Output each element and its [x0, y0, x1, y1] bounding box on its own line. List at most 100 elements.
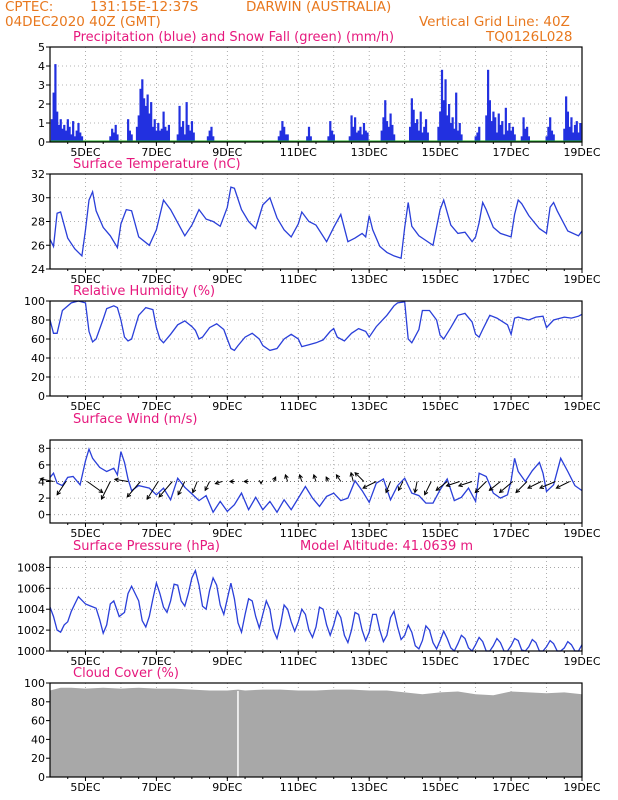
x-tick-label: 9DEC: [212, 146, 242, 159]
wind-arrowhead: [385, 488, 390, 494]
precip-bar: [522, 117, 525, 142]
wind-arrowhead: [258, 479, 264, 485]
x-tick-label: 15DEC: [422, 527, 459, 540]
precip-bar: [444, 79, 447, 142]
wind-arrowhead: [39, 477, 45, 482]
wind-arrow: [336, 474, 342, 482]
wind-arrow: [40, 478, 54, 482]
precip-bar: [495, 132, 499, 142]
wind-arrowhead: [397, 486, 403, 492]
wind-arrow: [458, 481, 473, 487]
panel-annotation: Model Altitude: 41.0639 m: [300, 539, 473, 554]
precip-bar: [167, 124, 171, 142]
panel-frame: [49, 556, 583, 652]
precip-bar: [112, 132, 116, 142]
x-tick-label: 17DEC: [493, 146, 530, 159]
precip-bar: [52, 92, 55, 142]
precip-bar: [547, 126, 550, 142]
y-tick-label: 0: [38, 390, 45, 403]
wind-arrowhead: [243, 479, 248, 484]
y-tick-label: 28: [31, 216, 45, 229]
wind-arrow: [177, 481, 186, 495]
x-tick-label: 7DEC: [141, 527, 171, 540]
panel-1: [46, 173, 583, 273]
wind-arrowhead: [325, 476, 330, 482]
precip-bar: [146, 94, 149, 142]
precip-bar: [474, 136, 477, 142]
wind-arrowhead: [362, 484, 368, 489]
wind-arrowhead: [435, 486, 441, 491]
series-line: [49, 300, 583, 352]
precip-bar: [153, 119, 156, 142]
precip-bar: [63, 124, 66, 142]
x-tick-label: 17DEC: [493, 400, 530, 413]
x-tick-label: 5DEC: [70, 400, 100, 413]
precip-bar: [208, 130, 211, 142]
series-line: [49, 568, 583, 653]
header-run-time: 04DEC2020 40Z (GMT): [5, 14, 161, 30]
precip-bar: [414, 123, 417, 142]
precip-bar: [277, 136, 280, 142]
x-tick-label: 7DEC: [141, 273, 171, 286]
y-tick-label: 2: [38, 98, 45, 111]
precip-bar: [190, 121, 194, 142]
precip-bar: [283, 126, 286, 142]
y-tick-label: 1000: [17, 645, 45, 658]
panel-4: [46, 556, 583, 655]
y-tick-label: 1: [38, 117, 45, 130]
wind-arrowhead: [413, 488, 418, 494]
precip-bar: [178, 105, 181, 142]
precip-bar: [182, 121, 185, 142]
precip-bar: [456, 130, 460, 142]
precip-bar: [524, 128, 527, 142]
wind-arrowhead: [312, 473, 318, 479]
y-tick-label: 30: [31, 192, 45, 205]
precip-bar: [139, 88, 142, 142]
wind-arrowhead: [100, 495, 106, 501]
precip-bar: [176, 134, 179, 142]
wind-arrow: [385, 481, 391, 493]
y-tick-label: 1008: [17, 561, 45, 574]
y-tick-label: 4: [38, 476, 45, 489]
wind-arrow: [350, 472, 354, 482]
precip-bar: [350, 115, 353, 142]
x-tick-label: 11DEC: [280, 273, 317, 286]
precip-bar: [361, 134, 364, 142]
precip-bar: [393, 134, 396, 142]
wind-arrow: [362, 481, 377, 489]
precip-bar: [137, 115, 140, 142]
precip-bar: [180, 126, 183, 142]
header-location: DARWIN (AUSTRALIA): [246, 0, 392, 15]
wind-arrowhead: [354, 471, 360, 477]
cloud-cover-area: [50, 687, 582, 777]
wind-arrow: [158, 481, 173, 498]
y-tick-label: 2: [38, 492, 45, 505]
x-tick-label: 11DEC: [280, 781, 317, 794]
precip-bar: [391, 124, 394, 142]
precip-bar: [570, 117, 573, 142]
x-tick-label: 5DEC: [70, 781, 100, 794]
precip-bar: [61, 128, 64, 142]
precip-bar: [506, 130, 509, 142]
precip-bar: [419, 111, 422, 142]
wind-arrowhead: [335, 474, 341, 479]
x-tick-label: 9DEC: [212, 527, 242, 540]
precip-bar: [384, 100, 387, 142]
precip-bar: [158, 130, 162, 142]
precip-bar: [563, 128, 566, 142]
precip-bar: [549, 117, 552, 142]
x-tick-label: 5DEC: [70, 527, 100, 540]
precip-bar: [116, 134, 119, 142]
precip-bar: [148, 113, 151, 142]
precip-bar: [499, 124, 502, 142]
wind-arrow: [489, 481, 501, 491]
panel-frame: [49, 300, 583, 397]
precip-bar: [511, 126, 515, 142]
x-tick-label: 17DEC: [493, 273, 530, 286]
x-tick-label: 9DEC: [212, 781, 242, 794]
x-tick-label: 19DEC: [563, 400, 600, 413]
wind-arrow: [414, 481, 418, 493]
precip-bar: [141, 79, 144, 142]
precip-bar: [520, 136, 523, 142]
y-tick-label: 80: [31, 314, 45, 327]
